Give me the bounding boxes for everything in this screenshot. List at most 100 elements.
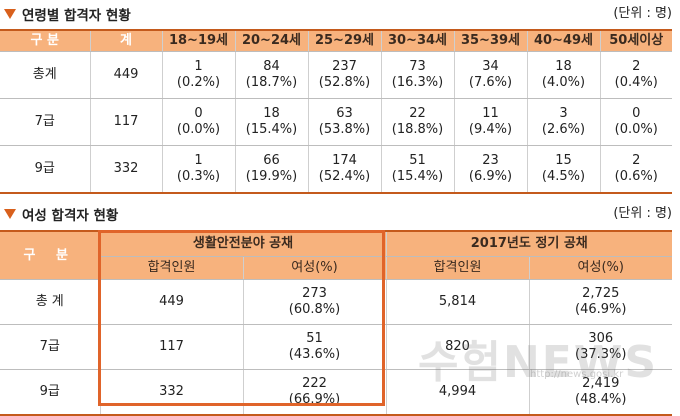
row-label: 7급 [0,324,101,370]
count: 237 [332,59,357,74]
header-cell: 18~19세 [162,30,236,52]
percent: (6.9%) [468,169,513,184]
data-cell: 0 (0.0%) [600,98,672,146]
table-row: 9급 332 1 (0.3%) 66 (19.9%) 174 (52.4%) 51 (1… [0,145,672,194]
percent: (0.0%) [614,122,658,137]
g2-female: 2,725 (46.9%) [529,279,672,325]
section2-title: 여성 합격자 현황 [4,204,118,224]
percent: (48.4%) [575,392,627,407]
data-cell: 2 (0.4%) [600,51,672,99]
count: 51 [306,331,323,346]
count: 2,725 [582,286,620,301]
age-table: 구 분 계 18~19세 20~24세 25~29세 30~34세 35~39세… [0,29,672,194]
percent: (46.9%) [575,302,627,317]
percent: (52.8%) [318,75,371,90]
data-cell: 15 (4.5%) [527,145,601,194]
g2-female: 2,419 (48.4%) [529,369,672,416]
percent: (0.2%) [176,75,221,90]
row-label: 총 계 [0,279,101,325]
percent: (7.6%) [468,75,513,90]
g1-female: 222 (66.9%) [243,369,387,416]
percent: (66.9%) [288,392,341,407]
count: 2 [632,59,641,74]
count: 18 [263,106,280,121]
data-cell: 22 (18.8%) [381,98,455,146]
count: 1 [194,59,203,74]
header-cell: 계 [90,30,163,52]
percent: (60.8%) [288,302,341,317]
row-total: 117 [90,98,163,146]
data-cell: 18 (4.0%) [527,51,601,99]
row-label: 9급 [0,369,101,416]
subheader-cell: 합격인원 [100,256,244,280]
count: 174 [332,153,357,168]
count: 22 [409,106,426,121]
g2-total: 4,994 [386,369,530,416]
header-group2: 2017년도 정기 공채 [386,231,672,257]
header-cell: 35~39세 [454,30,528,52]
g1-female: 51 (43.6%) [243,324,387,370]
count: 222 [302,376,327,391]
percent: (9.4%) [468,122,513,137]
watermark-logo: 수험NEWS [418,337,659,388]
subheader-cell: 여성(%) [529,256,672,280]
header-cell: 구 분 [0,30,91,52]
count: 73 [409,59,426,74]
section1-title-text: 연령별 합격자 현황 [22,8,131,24]
data-cell: 1 (0.3%) [162,145,236,194]
count: 11 [482,106,499,121]
g1-female: 273 (60.8%) [243,279,387,325]
count: 15 [555,153,572,168]
table-row: 9급 332 222 (66.9%) 4,994 2,419 (48.4%) [0,369,672,416]
count: 51 [409,153,426,168]
data-cell: 51 (15.4%) [381,145,455,194]
data-cell: 174 (52.4%) [308,145,382,194]
g2-female: 306 (37.3%) [529,324,672,370]
data-cell: 63 (53.8%) [308,98,382,146]
age-table-header: 구 분 계 18~19세 20~24세 25~29세 30~34세 35~39세… [0,30,672,52]
header-cell: 50세이상 [600,30,672,52]
g2-total: 820 [386,324,530,370]
count: 2 [632,153,641,168]
watermark-url: http://news.gosi.kr [530,369,624,380]
percent: (37.3%) [575,347,627,362]
section1-unit: (단위 : 명) [613,6,672,21]
header-gubun: 구 분 [0,231,101,280]
row-label: 9급 [0,145,91,194]
percent: (16.3%) [391,75,444,90]
percent: (15.4%) [391,169,444,184]
count: 66 [263,153,280,168]
female-table-header: 구 분 생활안전분야 공채 2017년도 정기 공채 [0,231,672,280]
percent: (4.5%) [541,169,586,184]
data-cell: 11 (9.4%) [454,98,528,146]
row-label: 7급 [0,98,91,146]
data-cell: 18 (15.4%) [235,98,309,146]
row-label: 총계 [0,51,91,99]
female-table-subheader: 합격인원 여성(%) 합격인원 여성(%) [0,256,672,280]
triangle-bullet-icon [4,9,16,19]
count: 63 [336,106,353,121]
header-cell: 30~34세 [381,30,455,52]
row-total: 332 [90,145,163,194]
data-cell: 23 (6.9%) [454,145,528,194]
percent: (0.3%) [176,169,221,184]
percent: (53.8%) [318,122,371,137]
percent: (52.4%) [318,169,371,184]
table-row: 총 계 449 273 (60.8%) 5,814 2,725 (46.9%) [0,279,672,325]
table-row: 7급 117 0 (0.0%) 18 (15.4%) 63 (53.8%) 22 (18… [0,98,672,146]
data-cell: 237 (52.8%) [308,51,382,99]
table-row: 총계 449 1 (0.2%) 84 (18.7%) 237 (52.8%) 73 (1… [0,51,672,99]
header-group1: 생활안전분야 공채 [100,231,387,257]
data-cell: 1 (0.2%) [162,51,236,99]
data-cell: 84 (18.7%) [235,51,309,99]
percent: (18.8%) [391,122,444,137]
percent: (0.0%) [176,122,221,137]
g1-total: 449 [100,279,244,325]
subheader-cell: 합격인원 [386,256,530,280]
header-cell: 40~49세 [527,30,601,52]
header-cell: 25~29세 [308,30,382,52]
g1-total: 117 [100,324,244,370]
count: 23 [482,153,499,168]
section2-unit: (단위 : 명) [613,206,672,221]
count: 3 [559,106,568,121]
